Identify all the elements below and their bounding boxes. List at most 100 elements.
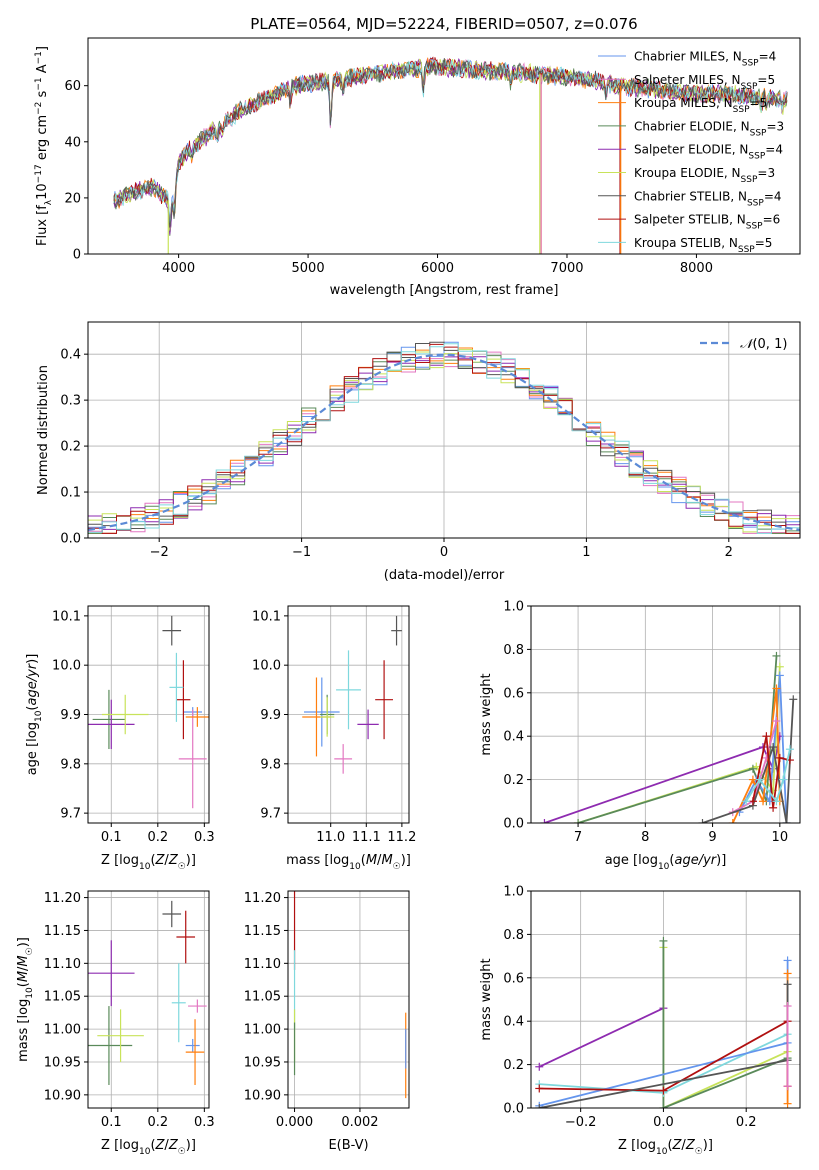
y-tick-label: 11.10	[44, 957, 81, 972]
y-tick-label: 0.0	[60, 532, 81, 547]
text-span: )]	[25, 654, 40, 664]
y-tick-label: 0.2	[503, 773, 524, 788]
text-span: )]	[401, 853, 411, 868]
text-span: (0, 1)	[752, 337, 787, 352]
x-tick-label: 8	[641, 830, 649, 845]
y-tick-label: 0.4	[60, 348, 81, 363]
x-tick-label: 0.3	[194, 1115, 215, 1130]
legend-label: Kroupa MILES, NSSP=5	[634, 96, 767, 115]
y-tick-label: 0.2	[503, 1058, 524, 1073]
y-tick-label: 11.15	[244, 924, 281, 939]
text-span: age [log	[25, 722, 40, 775]
y-tick-label: 11.20	[244, 891, 281, 906]
x-tick-label: 0	[440, 545, 448, 560]
panel-mass-weight-vs-Z: −0.2 0.0 0.20.00.20.40.60.81.0Z [log10(Z/Z…	[479, 885, 801, 1157]
text-span: mass weight	[479, 958, 494, 1040]
text-span: ☉	[393, 862, 401, 872]
text-span: =4	[764, 189, 782, 203]
x-axis-label: mass [log10(M/M☉)]	[286, 853, 411, 872]
text-span: (	[25, 706, 40, 711]
y-tick-label: 0.0	[503, 1102, 524, 1117]
panel-mass-vs-EBV: 0.000 0.002 10.90 10.95 11.00 11.05 11.10 11.15…	[244, 890, 410, 1153]
y-tick-label: 0.4	[503, 1015, 524, 1030]
x-tick-label: 5000	[292, 261, 325, 276]
axes-frame	[530, 605, 801, 824]
text-span: SSP	[748, 152, 765, 162]
text-span: Z	[672, 1138, 683, 1153]
x-tick-label: 7	[574, 830, 582, 845]
x-tick-label: 0.1	[101, 1115, 122, 1130]
text-span: SSP	[741, 175, 758, 185]
y-tick-label: 0.6	[503, 971, 524, 986]
text-span: Z [log	[101, 853, 139, 868]
legend-label: Salpeter MILES, NSSP=5	[634, 73, 775, 92]
y-tick-label: 10.1	[52, 609, 81, 624]
text-span: )]	[703, 1138, 713, 1153]
panel-residual-histogram: −2 −1 0 1 2 0.0 0.1 0.2 0.3 0.4 𝒩(0, 1) (data-model…	[36, 321, 801, 583]
legend-label: Kroupa ELODIE, NSSP=3	[634, 166, 775, 185]
figure-title: PLATE=0564, MJD=52224, FIBERID=0507, z=0…	[250, 15, 637, 33]
text-span: ☉	[178, 862, 186, 872]
y-tick-label: 0.2	[60, 440, 81, 455]
y-tick-label: 10.95	[44, 1055, 81, 1070]
x-axis-label: Z [log10(Z/Z☉)]	[101, 853, 196, 872]
text-span: (	[667, 1138, 672, 1153]
y-tick-label: 11.00	[244, 1023, 281, 1038]
x-tick-label: 1	[582, 545, 590, 560]
y-tick-label: 0.4	[503, 730, 524, 745]
text-span: 10	[656, 1147, 668, 1157]
plot-area	[88, 615, 209, 809]
text-span: 10	[658, 862, 670, 872]
text-span: M	[381, 853, 392, 868]
text-span: =3	[757, 166, 775, 180]
y-tick-label: 10.0	[52, 659, 81, 674]
y-tick-label: 9.9	[260, 708, 281, 723]
x-tick-label: 11.0	[316, 830, 345, 845]
text-span: age/yr	[674, 853, 717, 868]
panel-mass-vs-Z: 0.1 0.2 0.3 10.90 10.95 11.00 11.05 11.10 11.15 1…	[16, 890, 215, 1157]
x-tick-label: 0.3	[194, 830, 215, 845]
text-span: SSP	[742, 59, 759, 69]
text-span: =5	[757, 73, 775, 87]
text-span: Salpeter MILES, N	[634, 73, 741, 87]
y-tick-label: 11.15	[44, 924, 81, 939]
x-tick-label: 10	[772, 830, 789, 845]
y-tick-label: 11.00	[44, 1023, 81, 1038]
text-span: SSP	[741, 82, 758, 92]
text-span: ☉	[25, 947, 35, 955]
y-tick-label: 9.7	[260, 807, 281, 822]
text-span: M	[366, 853, 377, 868]
axes-frame	[530, 890, 801, 1109]
x-tick-label: 6000	[421, 261, 454, 276]
text-span: =4	[759, 50, 777, 64]
text-span: SSP	[733, 105, 750, 115]
y-tick-label: 10.0	[252, 659, 281, 674]
text-span: Flux [f	[35, 205, 50, 246]
y-tick-label: 0.6	[503, 686, 524, 701]
text-span: −1	[34, 77, 44, 90]
y-tick-label: 0.1	[60, 486, 81, 501]
x-axis-label: E(B-V)	[328, 1138, 368, 1153]
y-tick-label: 20	[64, 191, 81, 206]
text-span: /	[377, 853, 382, 868]
text-span: Z	[155, 853, 166, 868]
text-span: Kroupa ELODIE, N	[634, 166, 741, 180]
spectrum-line	[113, 57, 788, 228]
y-axis-label: Normed distribution	[36, 365, 51, 495]
text-span: erg cm	[35, 115, 50, 164]
text-span: mass weight	[479, 673, 494, 755]
legend-label: Chabrier ELODIE, NSSP=3	[634, 119, 784, 138]
x-tick-label: 4000	[162, 261, 195, 276]
text-span: Z	[168, 853, 179, 868]
panel-age-vs-mass: 11.0 11.1 11.2 9.7 9.8 9.9 10.0 10.1 mass [log10…	[252, 605, 416, 872]
text-span: (	[150, 853, 155, 868]
text-span: 10	[139, 862, 151, 872]
y-tick-label: 0.3	[60, 394, 81, 409]
text-span: Chabrier ELODIE, N	[634, 119, 750, 133]
text-span: (	[150, 1138, 155, 1153]
panel-age-vs-Z: 0.1 0.2 0.39.79.89.910.010.1Z [log10(Z/Z☉)…	[25, 605, 215, 872]
text-span: 10	[139, 1147, 151, 1157]
y-tick-label: 11.05	[244, 990, 281, 1005]
x-tick-label: 11.1	[352, 830, 381, 845]
